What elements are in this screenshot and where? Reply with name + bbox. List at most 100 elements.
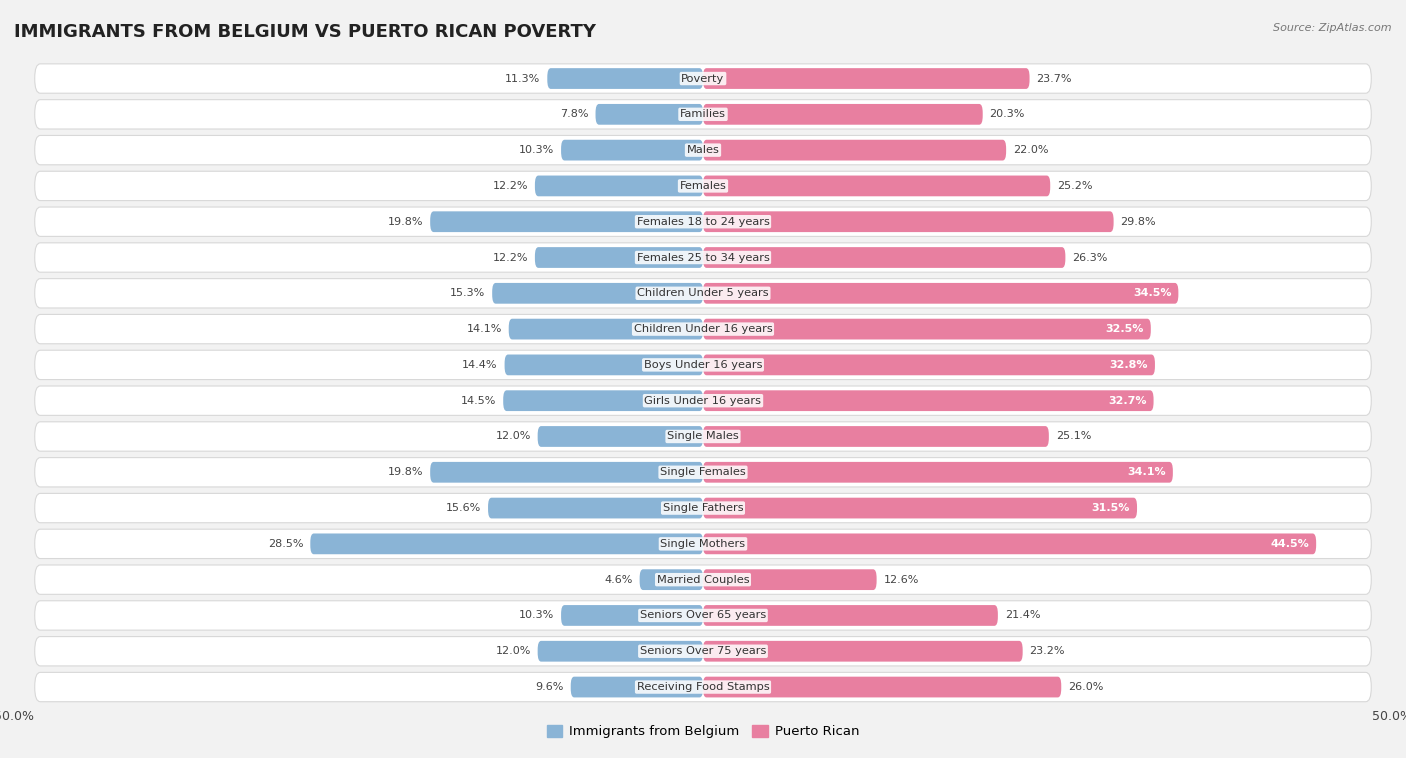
Text: 14.1%: 14.1%	[467, 324, 502, 334]
FancyBboxPatch shape	[35, 421, 1371, 451]
FancyBboxPatch shape	[35, 529, 1371, 559]
Text: 12.2%: 12.2%	[492, 252, 529, 262]
Text: 15.6%: 15.6%	[446, 503, 481, 513]
FancyBboxPatch shape	[561, 605, 703, 626]
FancyBboxPatch shape	[703, 569, 876, 590]
Text: Seniors Over 65 years: Seniors Over 65 years	[640, 610, 766, 621]
Text: 22.0%: 22.0%	[1012, 145, 1049, 155]
FancyBboxPatch shape	[35, 350, 1371, 380]
FancyBboxPatch shape	[703, 355, 1154, 375]
FancyBboxPatch shape	[35, 243, 1371, 272]
FancyBboxPatch shape	[537, 641, 703, 662]
Text: 34.1%: 34.1%	[1128, 467, 1166, 478]
FancyBboxPatch shape	[505, 355, 703, 375]
FancyBboxPatch shape	[35, 99, 1371, 129]
FancyBboxPatch shape	[35, 64, 1371, 93]
Text: 25.1%: 25.1%	[1056, 431, 1091, 441]
FancyBboxPatch shape	[703, 318, 1152, 340]
FancyBboxPatch shape	[703, 677, 1062, 697]
Text: IMMIGRANTS FROM BELGIUM VS PUERTO RICAN POVERTY: IMMIGRANTS FROM BELGIUM VS PUERTO RICAN …	[14, 23, 596, 41]
FancyBboxPatch shape	[703, 462, 1173, 483]
FancyBboxPatch shape	[35, 171, 1371, 201]
Text: Females: Females	[679, 181, 727, 191]
Text: 10.3%: 10.3%	[519, 145, 554, 155]
FancyBboxPatch shape	[703, 605, 998, 626]
FancyBboxPatch shape	[35, 386, 1371, 415]
FancyBboxPatch shape	[537, 426, 703, 447]
Text: 26.0%: 26.0%	[1069, 682, 1104, 692]
Text: 14.4%: 14.4%	[463, 360, 498, 370]
FancyBboxPatch shape	[703, 176, 1050, 196]
FancyBboxPatch shape	[561, 139, 703, 161]
Text: 12.2%: 12.2%	[492, 181, 529, 191]
Text: 10.3%: 10.3%	[519, 610, 554, 621]
Text: 29.8%: 29.8%	[1121, 217, 1156, 227]
Text: Receiving Food Stamps: Receiving Food Stamps	[637, 682, 769, 692]
FancyBboxPatch shape	[35, 458, 1371, 487]
Text: Children Under 5 years: Children Under 5 years	[637, 288, 769, 299]
Text: 32.5%: 32.5%	[1105, 324, 1144, 334]
Text: 12.0%: 12.0%	[495, 431, 531, 441]
FancyBboxPatch shape	[430, 211, 703, 232]
FancyBboxPatch shape	[703, 139, 1007, 161]
Text: 15.3%: 15.3%	[450, 288, 485, 299]
Text: 23.7%: 23.7%	[1036, 74, 1071, 83]
Text: 12.0%: 12.0%	[495, 647, 531, 656]
Text: 12.6%: 12.6%	[883, 575, 920, 584]
FancyBboxPatch shape	[703, 534, 1316, 554]
FancyBboxPatch shape	[35, 207, 1371, 236]
Text: 34.5%: 34.5%	[1133, 288, 1171, 299]
Text: Seniors Over 75 years: Seniors Over 75 years	[640, 647, 766, 656]
Text: 31.5%: 31.5%	[1092, 503, 1130, 513]
Text: 32.7%: 32.7%	[1108, 396, 1147, 406]
FancyBboxPatch shape	[534, 247, 703, 268]
FancyBboxPatch shape	[488, 498, 703, 518]
FancyBboxPatch shape	[35, 493, 1371, 523]
FancyBboxPatch shape	[35, 315, 1371, 344]
Text: 4.6%: 4.6%	[605, 575, 633, 584]
FancyBboxPatch shape	[703, 247, 1066, 268]
FancyBboxPatch shape	[703, 426, 1049, 447]
FancyBboxPatch shape	[35, 637, 1371, 666]
Text: Single Mothers: Single Mothers	[661, 539, 745, 549]
Text: Girls Under 16 years: Girls Under 16 years	[644, 396, 762, 406]
Text: 9.6%: 9.6%	[536, 682, 564, 692]
FancyBboxPatch shape	[703, 498, 1137, 518]
FancyBboxPatch shape	[703, 211, 1114, 232]
FancyBboxPatch shape	[534, 176, 703, 196]
Text: 28.5%: 28.5%	[269, 539, 304, 549]
Text: Females 18 to 24 years: Females 18 to 24 years	[637, 217, 769, 227]
FancyBboxPatch shape	[596, 104, 703, 125]
FancyBboxPatch shape	[492, 283, 703, 304]
Text: 7.8%: 7.8%	[560, 109, 589, 119]
FancyBboxPatch shape	[571, 677, 703, 697]
Text: Females 25 to 34 years: Females 25 to 34 years	[637, 252, 769, 262]
Text: 20.3%: 20.3%	[990, 109, 1025, 119]
FancyBboxPatch shape	[703, 283, 1178, 304]
Text: 44.5%: 44.5%	[1271, 539, 1309, 549]
Text: Married Couples: Married Couples	[657, 575, 749, 584]
Text: Single Males: Single Males	[666, 431, 740, 441]
FancyBboxPatch shape	[703, 390, 1153, 411]
Text: 23.2%: 23.2%	[1029, 647, 1066, 656]
Text: 26.3%: 26.3%	[1073, 252, 1108, 262]
Text: 19.8%: 19.8%	[388, 467, 423, 478]
Text: Single Females: Single Females	[661, 467, 745, 478]
Text: 25.2%: 25.2%	[1057, 181, 1092, 191]
FancyBboxPatch shape	[35, 136, 1371, 164]
Text: Boys Under 16 years: Boys Under 16 years	[644, 360, 762, 370]
FancyBboxPatch shape	[703, 68, 1029, 89]
Text: 11.3%: 11.3%	[505, 74, 540, 83]
FancyBboxPatch shape	[703, 641, 1022, 662]
FancyBboxPatch shape	[35, 279, 1371, 308]
Legend: Immigrants from Belgium, Puerto Rican: Immigrants from Belgium, Puerto Rican	[541, 719, 865, 744]
Text: Single Fathers: Single Fathers	[662, 503, 744, 513]
FancyBboxPatch shape	[503, 390, 703, 411]
FancyBboxPatch shape	[509, 318, 703, 340]
FancyBboxPatch shape	[547, 68, 703, 89]
FancyBboxPatch shape	[430, 462, 703, 483]
Text: 19.8%: 19.8%	[388, 217, 423, 227]
FancyBboxPatch shape	[35, 672, 1371, 702]
FancyBboxPatch shape	[311, 534, 703, 554]
Text: Children Under 16 years: Children Under 16 years	[634, 324, 772, 334]
